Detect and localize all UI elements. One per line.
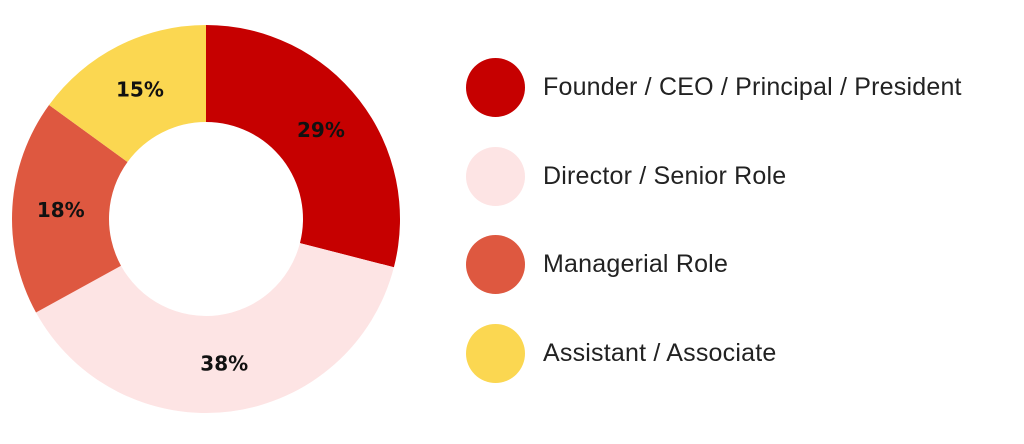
donut-chart: 29% 38% 18% 15% xyxy=(12,25,400,413)
legend-label: Managerial Role xyxy=(543,250,729,278)
legend-swatch xyxy=(466,146,525,206)
legend-label: Founder / CEO / Principal / President xyxy=(543,73,962,101)
donut-slice xyxy=(206,25,400,268)
slice-value-label: 29% xyxy=(297,118,345,142)
donut-slice xyxy=(49,25,206,162)
slice-value-label: 18% xyxy=(37,198,85,222)
chart-legend: Founder / CEO / Principal / President Di… xyxy=(466,58,1006,412)
donut-slice xyxy=(35,243,394,413)
legend-label: Director / Senior Role xyxy=(543,161,787,190)
legend-swatch xyxy=(466,58,525,117)
legend-item: Managerial Role xyxy=(466,235,1006,294)
legend-item: Founder / CEO / Principal / President xyxy=(466,58,1006,117)
slice-value-label: 38% xyxy=(200,351,248,375)
legend-label: Assistant / Associate xyxy=(543,338,777,367)
slice-value-label: 15% xyxy=(116,77,164,101)
legend-item: Assistant / Associate xyxy=(466,323,1006,383)
legend-swatch xyxy=(466,323,525,383)
donut-slice xyxy=(12,104,128,313)
legend-item: Director / Senior Role xyxy=(466,146,1006,206)
legend-swatch xyxy=(466,235,525,294)
